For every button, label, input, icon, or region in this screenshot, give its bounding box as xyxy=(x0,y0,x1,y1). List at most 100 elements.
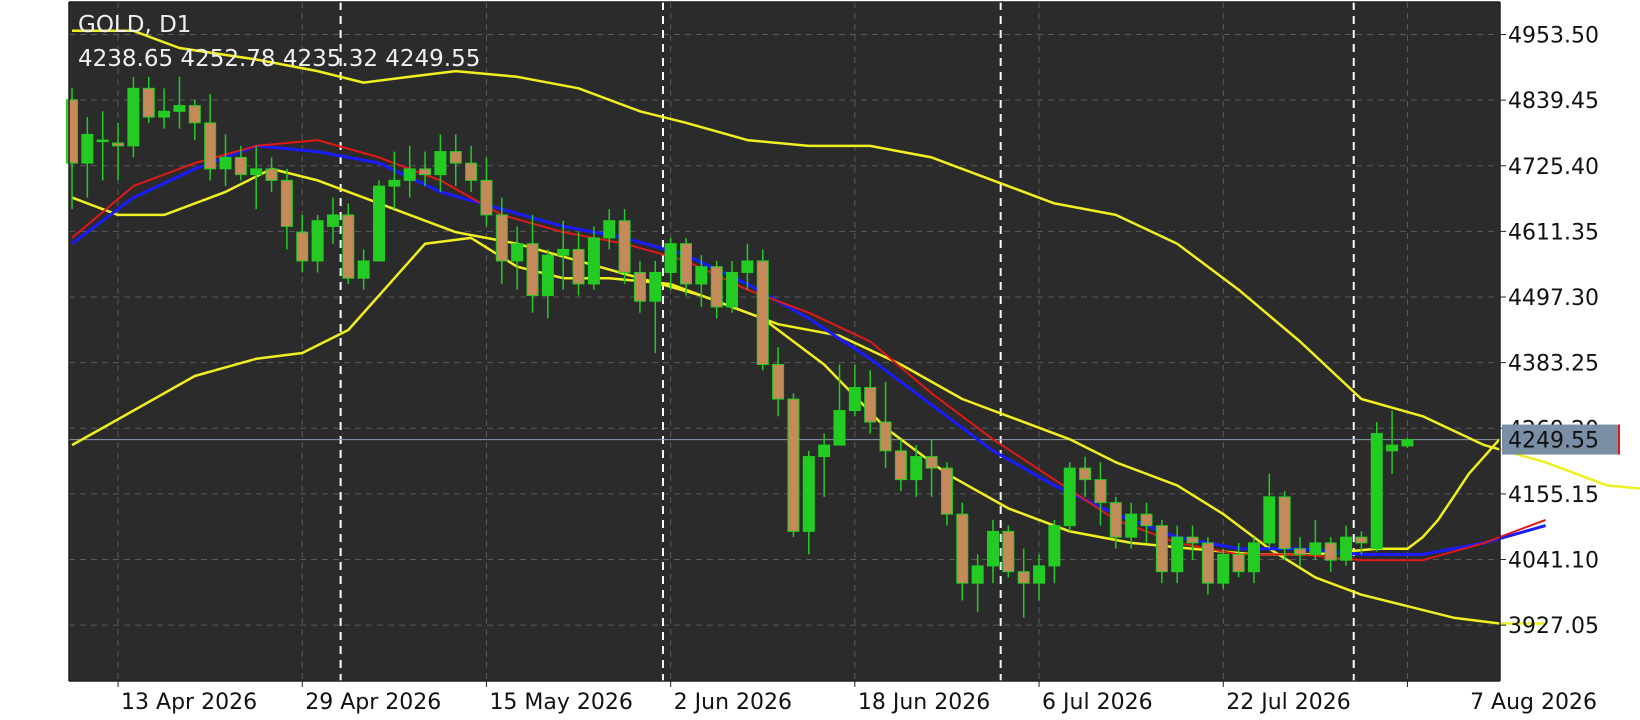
candle-body xyxy=(511,243,524,262)
candle-body xyxy=(188,105,201,124)
candle-body xyxy=(219,156,232,170)
candle-body xyxy=(1263,496,1276,544)
candle xyxy=(910,445,923,497)
candle xyxy=(756,249,769,371)
candle-body xyxy=(710,266,723,308)
candle-body xyxy=(434,151,447,176)
candle xyxy=(925,439,938,497)
time-tick-label: 7 Aug 2026 xyxy=(1470,690,1597,715)
candle-body xyxy=(848,387,861,412)
candle xyxy=(1171,525,1184,584)
candle xyxy=(1263,473,1276,549)
ohlc-readout: 4238.65 4252.78 4235.32 4249.55 xyxy=(78,46,481,72)
bollinger-upper-line xyxy=(72,29,1640,490)
candle xyxy=(127,76,140,158)
candle-body xyxy=(726,271,739,308)
candle-body xyxy=(1063,467,1076,527)
candle xyxy=(403,145,416,198)
candle-body xyxy=(557,248,570,256)
candle-body xyxy=(894,450,907,481)
candle xyxy=(373,180,385,262)
time-tick-label: 6 Jul 2026 xyxy=(1042,690,1153,715)
candle xyxy=(787,393,800,538)
candle xyxy=(1355,531,1368,555)
candle xyxy=(465,145,478,192)
candle xyxy=(772,347,785,417)
candle-body xyxy=(465,162,478,181)
candle xyxy=(1002,525,1015,578)
current-price-badge-label: 4249.55 xyxy=(1508,429,1599,454)
candle-body xyxy=(1125,513,1138,538)
candle-body xyxy=(526,243,539,296)
candle xyxy=(1017,548,1030,618)
candle-body xyxy=(971,565,984,584)
candle-body xyxy=(342,214,355,279)
price-tick-label: 4839.45 xyxy=(1508,89,1599,114)
candle-body xyxy=(373,185,385,262)
candle-body xyxy=(265,168,278,181)
candle xyxy=(848,364,861,417)
candle xyxy=(680,237,692,296)
candle-body xyxy=(419,168,432,176)
candle-body xyxy=(173,105,186,112)
time-tick-label: 13 Apr 2026 xyxy=(121,690,257,715)
candle-body xyxy=(495,214,508,262)
candle-body xyxy=(1355,536,1368,544)
price-tick-label: 4953.50 xyxy=(1508,24,1599,49)
candle xyxy=(1401,437,1414,448)
candle xyxy=(326,197,339,244)
time-tick-label: 2 Jun 2026 xyxy=(674,690,792,715)
candle xyxy=(1079,456,1092,497)
candle xyxy=(526,214,539,313)
candle xyxy=(1063,462,1076,532)
candle xyxy=(1247,537,1260,584)
candle-body xyxy=(158,110,171,118)
chart-area[interactable] xyxy=(69,2,1500,681)
price-tick-label: 4497.30 xyxy=(1508,286,1599,311)
candle xyxy=(219,134,232,187)
candle-body xyxy=(1017,571,1030,584)
candle xyxy=(158,88,171,129)
candle-body xyxy=(695,266,708,285)
candle-body xyxy=(234,156,247,176)
candle-body xyxy=(680,243,692,285)
candle-body xyxy=(403,168,416,181)
candle-body xyxy=(1217,553,1230,584)
candle-body xyxy=(741,260,754,273)
candle-body xyxy=(1247,542,1260,573)
candle-body xyxy=(1171,536,1184,573)
price-tick-label: 3927.05 xyxy=(1508,614,1599,639)
candle-body xyxy=(388,179,401,187)
candle-body xyxy=(1140,513,1153,527)
candle-body xyxy=(956,513,969,584)
candle xyxy=(618,209,631,284)
candle-body xyxy=(1370,433,1383,550)
candle-body xyxy=(1278,496,1291,550)
candle xyxy=(1094,462,1107,526)
candle-body xyxy=(1002,530,1015,573)
candle xyxy=(710,260,723,319)
candle-body xyxy=(1155,525,1168,573)
candle-body xyxy=(603,220,616,239)
candle-body xyxy=(1201,542,1214,584)
candle xyxy=(1370,422,1383,552)
current-price-badge xyxy=(1502,424,1620,455)
candle xyxy=(1155,519,1168,584)
candle xyxy=(188,99,201,141)
candle-body xyxy=(587,237,600,285)
candle xyxy=(726,260,739,313)
candle xyxy=(1125,502,1138,549)
candle-body xyxy=(572,248,585,285)
candle xyxy=(495,197,508,284)
candle xyxy=(1109,496,1122,549)
candle xyxy=(695,255,708,307)
time-tick-label: 15 May 2026 xyxy=(489,690,632,715)
candle-body xyxy=(802,456,815,532)
candle-body xyxy=(664,243,677,273)
price-tick-label: 4041.10 xyxy=(1508,549,1599,574)
candle xyxy=(511,226,524,290)
candle xyxy=(971,554,984,612)
candle xyxy=(894,439,907,492)
price-tick-label: 4155.15 xyxy=(1508,483,1599,508)
